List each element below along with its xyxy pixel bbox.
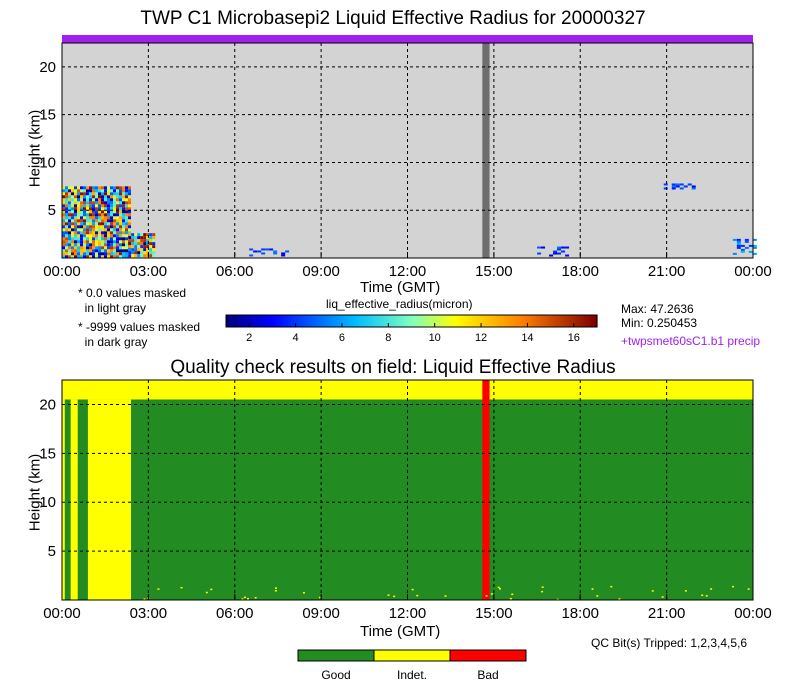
- top-x-tick-label-2: 06:00: [216, 263, 254, 280]
- note-light-gray: * 0.0 values masked in light gray: [78, 286, 187, 315]
- colorbar-label: liq_effective_radius(micron): [326, 297, 473, 311]
- top-data-region-4: [663, 183, 696, 190]
- colorbar-tick-label-1: 4: [293, 332, 299, 344]
- colorbar-tick-label-5: 12: [475, 332, 487, 344]
- qc-region-2: [64, 399, 71, 600]
- top-y-tick-label-2: 15: [39, 107, 56, 124]
- dark-masked-band: [482, 43, 490, 258]
- top-y-tick-label-0: 5: [48, 202, 56, 219]
- bottom-x-tick-label-5: 15:00: [475, 605, 513, 622]
- colorbar-tick-label-3: 8: [385, 332, 391, 344]
- top-x-tick-label-4: 12:00: [389, 263, 427, 280]
- bottom-x-tick-label-1: 03:00: [130, 605, 168, 622]
- bottom-frame: [61, 379, 754, 601]
- bottom-y-tick-label-3: 20: [39, 396, 56, 413]
- qc-legend-label-2: Bad: [477, 668, 498, 682]
- top-x-axis-label: Time (GMT): [360, 279, 441, 296]
- qc-region-3: [70, 399, 78, 600]
- top-x-tick-label-5: 15:00: [475, 263, 513, 280]
- bottom-x-tick-label-8: 00:00: [734, 605, 772, 622]
- qc-legend-swatch-2: [449, 649, 527, 662]
- qc-bits-tripped: QC Bit(s) Tripped: 1,2,3,4,5,6: [591, 636, 748, 650]
- top-y-tick-label-1: 10: [39, 154, 56, 171]
- bottom-x-tick-label-6: 18:00: [561, 605, 599, 622]
- bottom-x-tick-label-0: 00:00: [43, 605, 81, 622]
- qc-speckles: [143, 585, 750, 601]
- bottom-y-tick-label-0: 5: [48, 543, 56, 560]
- top-data-region-3: [537, 246, 570, 257]
- top-x-tick-label-0: 00:00: [43, 263, 81, 280]
- top-y-axis-label: Height (km): [26, 109, 44, 188]
- qc-legend-swatch-1: [373, 649, 451, 662]
- bottom-y-axis-label: Height (km): [26, 453, 44, 532]
- top-frame: [61, 42, 754, 259]
- top-x-tick-label-3: 09:00: [302, 263, 340, 280]
- top-x-tick-label-7: 21:00: [648, 263, 686, 280]
- qc-legend-swatch-0: [297, 649, 375, 662]
- qc-legend-label-1: Indet.: [397, 668, 427, 682]
- bottom-x-tick-label-3: 09:00: [302, 605, 340, 622]
- qc-region-7: [482, 380, 490, 600]
- colorbar-frame: [225, 314, 598, 328]
- stat-max: Max: 47.2636: [621, 302, 694, 316]
- top-data-region-5: [732, 238, 757, 255]
- top-data-region-2: [249, 248, 290, 257]
- qc-region-1: [62, 399, 65, 600]
- qc-region-6: [131, 399, 754, 600]
- colorbar-tick-label-6: 14: [521, 332, 533, 344]
- top-plot-area: [62, 43, 753, 258]
- bottom-y-tick-label-2: 15: [39, 445, 56, 462]
- colorbar: [226, 315, 598, 327]
- qc-region-5: [87, 399, 132, 600]
- colorbar-tick-label-7: 16: [568, 332, 580, 344]
- bottom-x-tick-label-7: 21:00: [648, 605, 686, 622]
- precip-flag-bar: [62, 35, 753, 43]
- note-dark-gray: * -9999 values masked in dark gray: [78, 320, 201, 349]
- bottom-x-axis-label: Time (GMT): [360, 623, 441, 640]
- qc-region-4: [77, 399, 88, 600]
- top-x-tick-label-1: 03:00: [130, 263, 168, 280]
- top-x-tick-label-6: 18:00: [561, 263, 599, 280]
- bottom-chart-title: Quality check results on field: Liquid E…: [170, 357, 616, 378]
- top-x-tick-label-8: 00:00: [734, 263, 772, 280]
- top-y-tick-label-3: 20: [39, 59, 56, 76]
- top-data-region-0: [62, 186, 131, 259]
- bottom-y-tick-label-1: 10: [39, 494, 56, 511]
- stat-min: Min: 0.250453: [621, 316, 698, 330]
- colorbar-tick-label-0: 2: [246, 332, 252, 344]
- flag-label: +twpsmet60sC1.b1 precip: [621, 334, 761, 348]
- bottom-x-tick-label-2: 06:00: [216, 605, 254, 622]
- qc-legend-label-0: Good: [321, 668, 350, 682]
- colorbar-tick-label-2: 6: [339, 332, 345, 344]
- bottom-x-tick-label-4: 12:00: [389, 605, 427, 622]
- colorbar-tick-label-4: 10: [429, 332, 441, 344]
- top-chart-title: TWP C1 Microbasepi2 Liquid Effective Rad…: [140, 8, 646, 29]
- top-data-region-1: [128, 233, 156, 258]
